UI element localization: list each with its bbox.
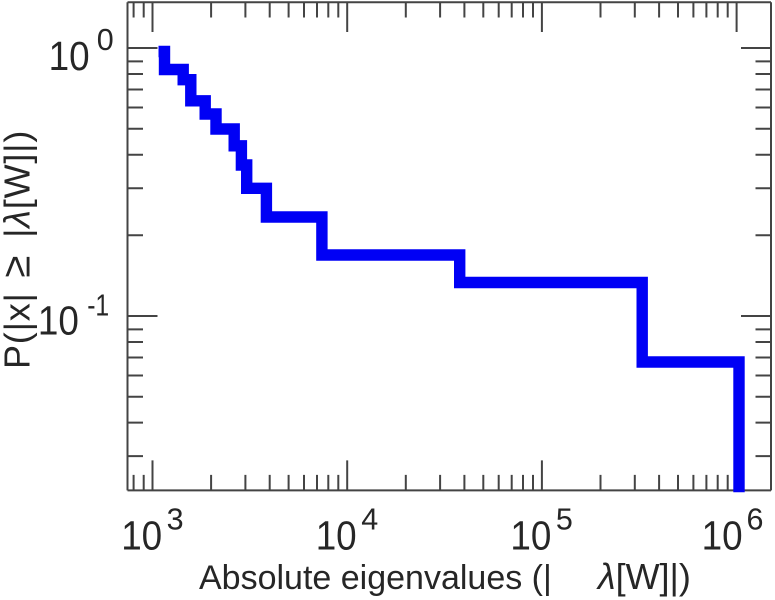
svg-text:10: 10 — [38, 298, 79, 344]
svg-text:4: 4 — [361, 503, 378, 537]
svg-text:6: 6 — [747, 503, 764, 537]
svg-text:10: 10 — [702, 513, 743, 559]
svg-text:10: 10 — [316, 513, 357, 559]
svg-text:5: 5 — [556, 503, 573, 537]
svg-text:P(|x| ≥ |λ[W]|): P(|x| ≥ |λ[W]|) — [0, 130, 39, 369]
svg-text:-1: -1 — [87, 289, 109, 323]
svg-text:0: 0 — [97, 23, 114, 57]
svg-text:10: 10 — [121, 513, 162, 559]
svg-text:3: 3 — [167, 503, 184, 537]
svg-text:10: 10 — [510, 513, 551, 559]
svg-text:10: 10 — [49, 33, 90, 79]
svg-text:Absolute eigenvalues (|λ[W]|): Absolute eigenvalues (| λ[W]|) — [199, 556, 691, 597]
